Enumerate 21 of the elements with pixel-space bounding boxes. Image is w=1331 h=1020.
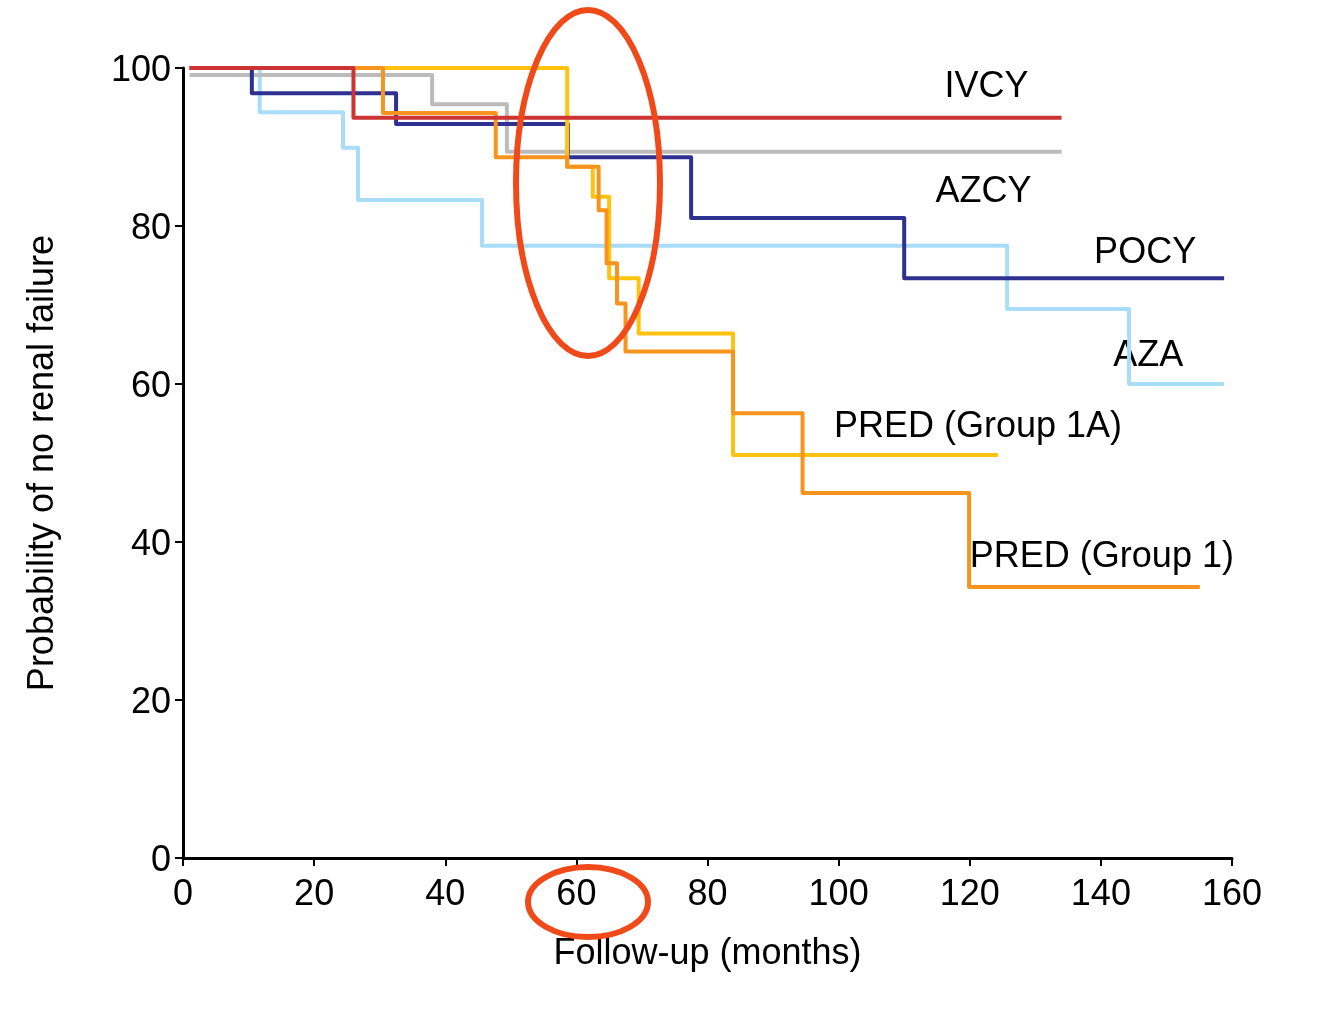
x-tick-label: 20 [294,871,335,913]
y-tick-label: 0 [150,837,171,879]
y-tick-label: 40 [130,521,171,563]
x-tick-label: 120 [939,871,1000,913]
series-label: AZCY [935,169,1032,211]
y-tick-label: 100 [110,47,171,89]
x-axis-title: Follow-up (months) [553,930,862,972]
x-tick-label: 40 [425,871,466,913]
y-axis-title: Probability of no renal failure [19,234,61,692]
series-label: PRED (Group 1) [969,533,1234,575]
x-tick-label: 100 [808,871,869,913]
x-tick-label: 60 [556,871,597,913]
y-tick-label: 60 [130,363,171,405]
x-tick-label: 140 [1070,871,1131,913]
y-tick-label: 80 [130,205,171,247]
series-label: PRED (Group 1A) [833,403,1122,445]
series-label: IVCY [944,64,1029,106]
series-label: POCY [1094,229,1197,271]
x-tick-label: 160 [1201,871,1263,913]
y-tick-label: 20 [130,679,171,721]
x-tick-label: 80 [687,871,728,913]
